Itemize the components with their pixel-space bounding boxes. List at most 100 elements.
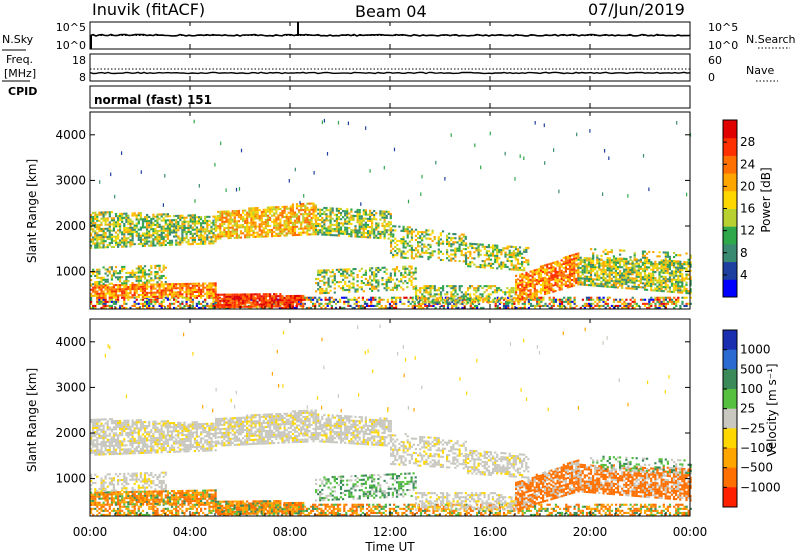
range-cell [162,289,165,292]
range-cell [233,305,236,308]
range-cell [225,210,228,213]
range-cell [221,212,224,215]
range-cell [279,232,282,235]
noise-left-label: N.Sky [2,33,34,46]
range-cell [619,280,622,283]
range-cell [598,278,601,281]
range-cell [173,296,176,299]
range-cell [514,248,517,251]
range-cell [256,306,259,309]
range-cell [108,282,111,285]
range-cell [164,219,167,222]
range-cell [156,215,159,218]
range-cell [285,306,288,309]
range-cell [117,290,120,293]
range-cell [187,239,190,242]
range-cell [346,288,349,291]
range-cell [435,297,438,300]
range-cell [177,223,180,226]
range-cell [96,283,99,286]
range-cell [552,288,555,291]
range-cell [569,298,572,301]
range-cell [156,238,159,241]
range-cell [312,210,315,213]
range-cell [568,269,572,272]
range-cell [133,271,136,274]
range-cell [266,303,270,306]
range-cell [197,302,201,305]
range-cell [104,227,107,230]
range-cell [625,283,628,286]
range-cell [375,285,378,288]
range-cell [119,294,122,297]
range-cell [483,266,486,269]
range-cell [127,280,130,283]
range-cell [631,287,634,290]
range-cell [660,300,663,303]
range-cell [298,215,301,218]
range-cell [189,291,192,294]
range-cell [102,236,105,239]
range-cell [212,234,215,237]
range-cell [414,228,418,231]
range-cell [106,284,109,287]
range-cell [410,238,413,241]
range-cell [110,278,113,281]
range-cell [146,224,149,227]
range-cell [206,230,209,233]
range-cell [187,241,190,244]
range-cell [377,281,380,284]
range-cell [177,229,180,232]
range-cell [160,281,163,284]
range-cell [575,269,578,272]
range-cell [291,301,294,304]
range-cell [477,285,480,288]
range-cell [589,269,593,272]
range-cell [342,274,345,277]
range-cell [350,233,353,236]
range-cell [260,299,263,302]
range-cell [204,230,207,233]
range-cell [633,269,636,272]
range-cell [235,224,238,227]
range-cell [523,304,526,307]
range-cell [114,302,118,305]
range-cell [191,238,194,241]
range-cell [210,232,213,235]
range-cell [291,207,294,210]
range-cell [329,275,332,278]
range-cell [668,300,672,303]
range-cell [400,250,403,253]
range-cell [415,295,418,298]
range-cell [560,269,563,272]
range-cell [156,289,159,292]
range-cell [160,233,163,236]
range-cell [489,254,493,257]
range-cell [214,223,217,226]
range-cell [219,306,222,309]
range-cell [352,229,355,232]
range-cell [305,296,308,299]
range-cell [531,278,534,281]
range-cell [189,243,192,246]
range-cell [274,298,277,301]
range-cell [612,298,616,301]
range-cell [400,272,403,275]
range-cell [117,235,120,238]
range-cell [329,219,332,222]
range-cell [206,286,209,289]
range-cell [533,289,536,292]
range-cell [160,285,163,288]
range-cell [210,221,213,224]
range-cell [219,303,222,306]
range-cell [606,285,609,288]
range-cell [592,268,595,271]
range-cell [364,225,367,228]
range-cell [100,284,103,287]
range-cell [112,235,115,238]
range-cell [225,233,228,236]
range-cell [664,306,667,309]
range-cell [337,216,340,219]
range-cell [193,240,196,243]
range-cell [231,297,234,300]
